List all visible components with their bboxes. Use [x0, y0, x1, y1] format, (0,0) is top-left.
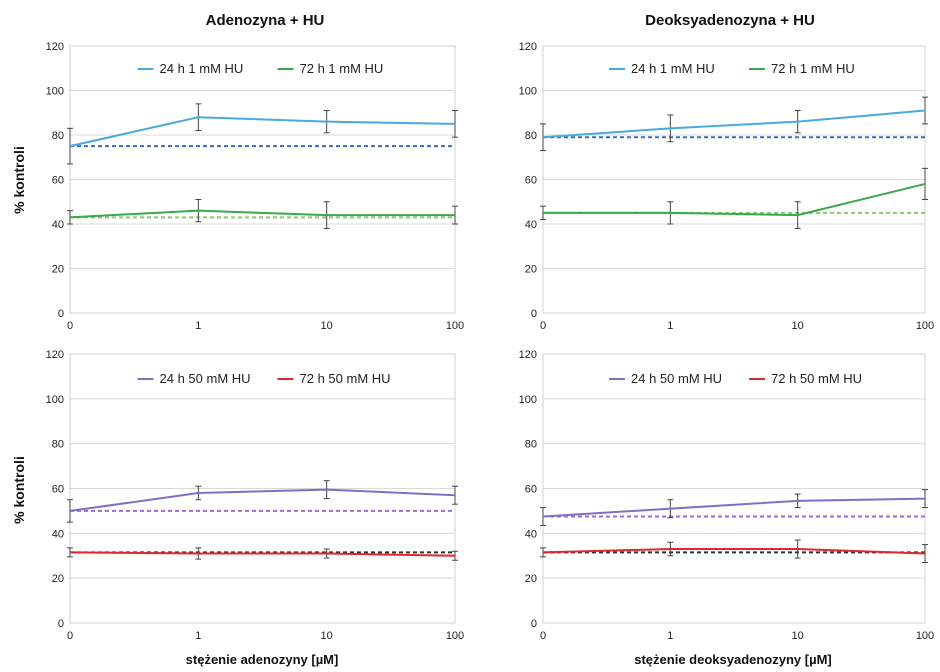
y-tick-label: 20	[52, 573, 64, 585]
y-tick-label: 60	[52, 484, 64, 496]
series-line	[69, 209, 455, 219]
x-tick-label: 1	[667, 630, 673, 642]
y-axis-label-bottom: % kontroli	[11, 456, 27, 524]
y-tick-label: 120	[46, 41, 64, 53]
x-tick-label: 1	[195, 320, 201, 332]
legend-label: 72 h 50 mM HU	[300, 371, 391, 386]
legend-label: 72 h 1 mM HU	[771, 61, 855, 76]
series-line	[542, 109, 926, 139]
error-bar	[67, 499, 73, 523]
x-tick-label: 100	[916, 320, 934, 332]
x-tick-label: 0	[67, 320, 73, 332]
x-tick-label: 10	[321, 320, 333, 332]
x-tick-label: 10	[321, 630, 333, 642]
y-tick-label: 40	[525, 528, 537, 540]
y-tick-label: 60	[52, 175, 64, 187]
x-tick-label: 0	[540, 630, 546, 642]
y-tick-label: 20	[525, 573, 537, 585]
series-line	[543, 182, 926, 217]
y-tick-label: 80	[525, 439, 537, 451]
y-tick-label: 80	[52, 439, 64, 451]
legend-label: 24 h 50 mM HU	[160, 371, 251, 386]
legend-entry: 24 h 1 mM HU	[137, 61, 244, 76]
legend-label: 24 h 1 mM HU	[631, 61, 715, 76]
y-tick-label: 60	[525, 484, 537, 496]
series-line	[542, 497, 926, 518]
y-tick-label: 0	[58, 308, 64, 320]
y-axis-label-top: % kontroli	[11, 146, 27, 214]
x-tick-label: 0	[67, 630, 73, 642]
y-tick-label: 20	[52, 264, 64, 276]
x-tick-label: 100	[446, 630, 464, 642]
x-tick-label: 100	[446, 320, 464, 332]
y-tick-label: 100	[46, 394, 64, 406]
legend-entry: 72 h 1 mM HU	[749, 61, 855, 76]
y-tick-label: 80	[52, 130, 64, 142]
y-tick-label: 80	[525, 130, 537, 142]
legend-entry: 24 h 50 mM HU	[609, 371, 722, 386]
series-line	[69, 116, 456, 148]
x-tick-label: 10	[792, 320, 804, 332]
column-title-adenosine: Adenozyna + HU	[206, 12, 325, 29]
y-tick-label: 120	[519, 41, 537, 53]
chart-panel-adenosine-50mm: 0 20 40 60 80 100 120 0 1 10 100 24 h 50 mM HU 72 h …	[46, 349, 465, 642]
x-tick-label: 1	[667, 320, 673, 332]
legend-entry: 72 h 50 mM HU	[749, 371, 862, 386]
y-tick-label: 100	[519, 394, 537, 406]
y-tick-label: 20	[525, 264, 537, 276]
plot-area	[542, 353, 926, 624]
y-tick-label: 100	[519, 86, 537, 98]
legend-entry: 24 h 1 mM HU	[609, 61, 715, 76]
x-axis-label-adenosine: stężenie adenozyny [µM]	[186, 652, 339, 667]
y-tick-label: 100	[46, 86, 64, 98]
legend-label: 24 h 1 mM HU	[160, 61, 244, 76]
chart-panel-deoxyadenosine-50mm: 0 20 40 60 80 100 120 0 1 10 100 24 h 50 mM HU 72 h …	[519, 349, 935, 642]
x-tick-label: 0	[540, 320, 546, 332]
legend-entry: 24 h 50 mM HU	[137, 371, 251, 386]
y-tick-label: 40	[52, 219, 64, 231]
legend-entry: 72 h 1 mM HU	[277, 61, 384, 76]
legend-label: 24 h 50 mM HU	[631, 371, 722, 386]
y-tick-label: 120	[519, 349, 537, 361]
series-line	[542, 548, 926, 555]
y-tick-label: 0	[531, 618, 537, 630]
chart-panel-adenosine-1mm: 0 20 40 60 80 100 120 0 1 10 100 24 h 1 mM HU 72 h 1…	[46, 41, 465, 332]
y-tick-label: 0	[531, 308, 537, 320]
x-tick-label: 100	[916, 630, 934, 642]
legend-label: 72 h 1 mM HU	[300, 61, 384, 76]
y-tick-label: 60	[525, 175, 537, 187]
column-title-deoxyadenosine: Deoksyadenozyna + HU	[645, 12, 815, 29]
plot-area	[69, 45, 456, 314]
y-tick-label: 120	[46, 349, 64, 361]
y-tick-label: 40	[52, 528, 64, 540]
legend-label: 72 h 50 mM HU	[771, 371, 862, 386]
y-tick-label: 0	[58, 618, 64, 630]
chart-panel-deoxyadenosine-1mm: 0 20 40 60 80 100 120 0 1 10 100 24 h 1 mM HU 72 h 1…	[519, 41, 935, 332]
series-line	[69, 551, 456, 557]
series-line	[69, 488, 456, 512]
y-tick-label: 40	[525, 219, 537, 231]
x-tick-label: 10	[792, 630, 804, 642]
legend-entry: 72 h 50 mM HU	[277, 371, 391, 386]
x-tick-label: 1	[195, 630, 201, 642]
x-axis-label-deoxyadenosine: stężenie deoksyadenozyny [µM]	[634, 652, 832, 667]
